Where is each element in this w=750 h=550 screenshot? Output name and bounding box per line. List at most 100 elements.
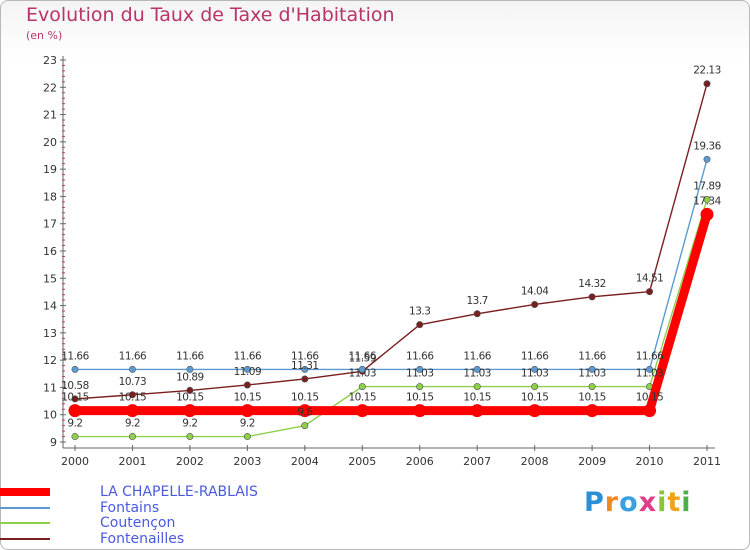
y-tick-label: 15 xyxy=(43,272,57,285)
data-point-1 xyxy=(301,365,309,373)
y-tick-label: 9 xyxy=(50,436,57,449)
data-label-1: 11.66 xyxy=(119,350,147,362)
y-tick-label: 22 xyxy=(43,81,57,94)
data-point-2 xyxy=(128,433,136,441)
x-tick-label: 2004 xyxy=(291,455,319,468)
proxiti-logo: Proxiti xyxy=(584,487,692,518)
data-point-1 xyxy=(71,365,79,373)
data-point-3 xyxy=(243,381,251,389)
legend-swatch-la-chapelle-rablais xyxy=(0,488,50,496)
data-point-3 xyxy=(531,300,539,308)
data-point-2 xyxy=(703,195,711,203)
data-point-3 xyxy=(646,288,654,296)
y-tick-label: 23 xyxy=(43,54,57,67)
chart-subtitle: (en %) xyxy=(26,29,63,42)
y-tick-label: 11 xyxy=(43,381,57,394)
data-point-1 xyxy=(703,155,711,163)
data-label-0: 10.15 xyxy=(578,392,606,404)
data-point-2 xyxy=(243,433,251,441)
data-label-2: 17.89 xyxy=(693,180,721,192)
data-point-2 xyxy=(301,422,309,430)
data-label-1: 11.66 xyxy=(234,350,262,362)
x-tick-label: 2007 xyxy=(463,455,491,468)
data-label-2: 9.2 xyxy=(125,418,140,430)
x-tick-label: 2008 xyxy=(521,455,549,468)
data-label-2: 11.03 xyxy=(348,368,376,380)
y-tick-label: 17 xyxy=(43,218,57,231)
data-label-0: 10.15 xyxy=(61,392,89,404)
data-point-2 xyxy=(71,433,79,441)
data-label-3: 13.7 xyxy=(466,295,487,307)
data-point-1 xyxy=(416,365,424,373)
line-chart: 9 10 11 12 13 14 15 16 17 18 19 20 21 22 23 2000 2001 200… xyxy=(43,54,722,468)
data-label-0: 10.15 xyxy=(119,392,147,404)
data-label-1: 11.66 xyxy=(61,350,89,362)
legend-item-fontains: Fontains xyxy=(0,500,159,516)
data-point-0 xyxy=(355,404,369,418)
y-tick-label: 18 xyxy=(43,190,57,203)
data-label-0: 10.15 xyxy=(406,392,434,404)
data-label-1: 11.66 xyxy=(578,350,606,362)
data-point-2 xyxy=(358,383,366,391)
data-label-2: 11.03 xyxy=(463,368,491,380)
data-label-2: 11.03 xyxy=(578,368,606,380)
data-label-0: 10.15 xyxy=(636,392,664,404)
series-line-3 xyxy=(74,83,708,400)
chart-title: Evolution du Taux de Taxe d'Habitation xyxy=(26,4,395,26)
data-point-3 xyxy=(128,391,136,399)
legend-label-fontenailles: Fontenailles xyxy=(100,531,185,547)
data-point-1 xyxy=(588,365,596,373)
data-label-0: 10.15 xyxy=(176,392,204,404)
data-label-1: 11.66 xyxy=(291,350,319,362)
legend-item-coutencon: Coutençon xyxy=(0,515,175,531)
data-point-0 xyxy=(585,404,599,418)
data-label-2: 9.2 xyxy=(182,418,197,430)
data-label-3: 10.58 xyxy=(61,380,89,392)
data-label-2: 9.2 xyxy=(240,418,255,430)
data-point-0 xyxy=(643,404,657,418)
y-tick-label: 20 xyxy=(43,136,57,149)
data-point-0 xyxy=(240,404,254,418)
data-point-0 xyxy=(700,207,714,221)
data-label-0: 17.34 xyxy=(693,195,721,207)
data-label-1: 11.66 xyxy=(521,350,549,362)
y-tick-label: 10 xyxy=(43,409,57,422)
data-label-0: 10.15 xyxy=(234,392,262,404)
data-point-0 xyxy=(68,404,82,418)
data-label-0: 10.15 xyxy=(463,392,491,404)
legend-item-la-chapelle-rablais: LA CHAPELLE-RABLAIS xyxy=(0,484,258,500)
x-tick-label: 2006 xyxy=(406,455,434,468)
data-point-3 xyxy=(301,375,309,383)
data-label-1: 11.66 xyxy=(406,350,434,362)
data-point-2 xyxy=(588,383,596,391)
legend-swatch-fontenailles xyxy=(0,538,50,540)
data-point-1 xyxy=(128,365,136,373)
data-label-3: 14.51 xyxy=(636,273,664,285)
data-point-0 xyxy=(125,404,139,418)
data-point-1 xyxy=(531,365,539,373)
data-point-0 xyxy=(298,404,312,418)
series-line-1 xyxy=(75,159,708,371)
data-point-1 xyxy=(473,365,481,373)
data-point-0 xyxy=(528,404,542,418)
data-label-3: 13.3 xyxy=(409,306,430,318)
data-label-2: 11.03 xyxy=(521,368,549,380)
data-label-0: 10.15 xyxy=(521,392,549,404)
y-tick-label: 12 xyxy=(43,354,57,367)
data-label-1: 11.66 xyxy=(176,350,204,362)
data-label-3: 22.13 xyxy=(693,65,721,77)
data-point-1 xyxy=(358,365,366,373)
data-label-2: 9.2 xyxy=(67,418,82,430)
x-tick-label: 2003 xyxy=(233,455,261,468)
y-tick-label: 19 xyxy=(43,163,57,176)
y-tick-label: 13 xyxy=(43,327,57,340)
data-label-3: 10.73 xyxy=(119,376,147,388)
data-point-3 xyxy=(588,293,596,301)
data-label-1: 19.36 xyxy=(693,140,721,152)
data-point-0 xyxy=(413,404,427,418)
legend-swatch-fontains xyxy=(0,507,50,509)
y-tick-label: 14 xyxy=(43,300,57,313)
y-tick-label: 16 xyxy=(43,245,57,258)
data-point-0 xyxy=(183,404,197,418)
